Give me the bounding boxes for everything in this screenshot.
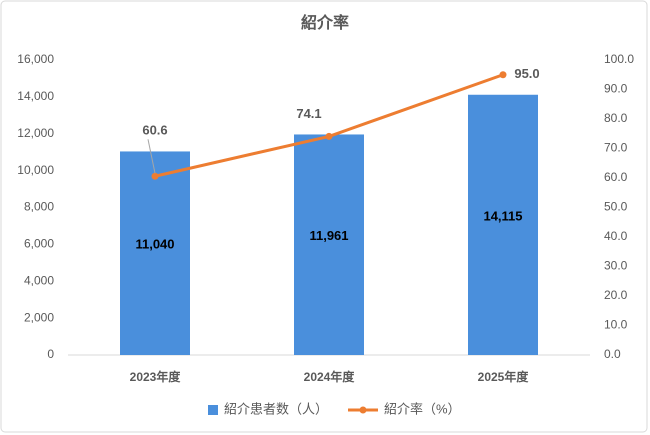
x-tick-label: 2025年度 [478,369,530,384]
y-tick-label: 4,000 [24,273,54,287]
y-tick-label: 12,000 [17,126,54,140]
x-tick-label: 2024年度 [304,369,356,384]
y-tick-label: 2,000 [24,310,54,324]
y2-tick-label: 90.0 [604,82,628,96]
y2-tick-label: 50.0 [604,200,628,214]
legend-swatch [208,405,218,415]
y-tick-label: 14,000 [17,89,54,103]
line-value-label: 74.1 [296,106,321,121]
y2-tick-label: 0.0 [604,347,621,361]
y-tick-label: 0 [47,347,54,361]
y2-tick-label: 70.0 [604,141,628,155]
chart-title: 紹介率 [301,13,349,32]
line-point [151,172,159,180]
y2-tick-label: 40.0 [604,229,628,243]
x-tick-label: 2023年度 [130,369,182,384]
line-value-label: 60.6 [142,123,167,138]
y2-tick-label: 100.0 [604,52,634,66]
y-tick-label: 16,000 [17,52,54,66]
y2-tick-label: 60.0 [604,170,628,184]
bar-value-label: 11,040 [135,237,174,252]
line-value-label: 95.0 [514,66,539,81]
line-point [499,71,507,79]
y-tick-label: 8,000 [24,200,54,214]
legend-label: 紹介率（%） [384,401,461,416]
legend-swatch [359,406,367,414]
y-tick-label: 10,000 [17,163,54,177]
y2-tick-label: 30.0 [604,259,628,273]
bar-value-label: 14,115 [483,208,522,223]
bar [468,94,538,355]
line-point [325,132,333,140]
bar-value-label: 11,961 [309,228,348,243]
y2-tick-label: 20.0 [604,288,628,302]
y2-tick-label: 10.0 [604,318,628,332]
y2-tick-label: 80.0 [604,111,628,125]
label-leader [147,139,156,174]
legend-label: 紹介患者数（人） [224,401,328,416]
bar [294,134,364,355]
bar [120,151,190,355]
y-tick-label: 6,000 [24,237,54,251]
